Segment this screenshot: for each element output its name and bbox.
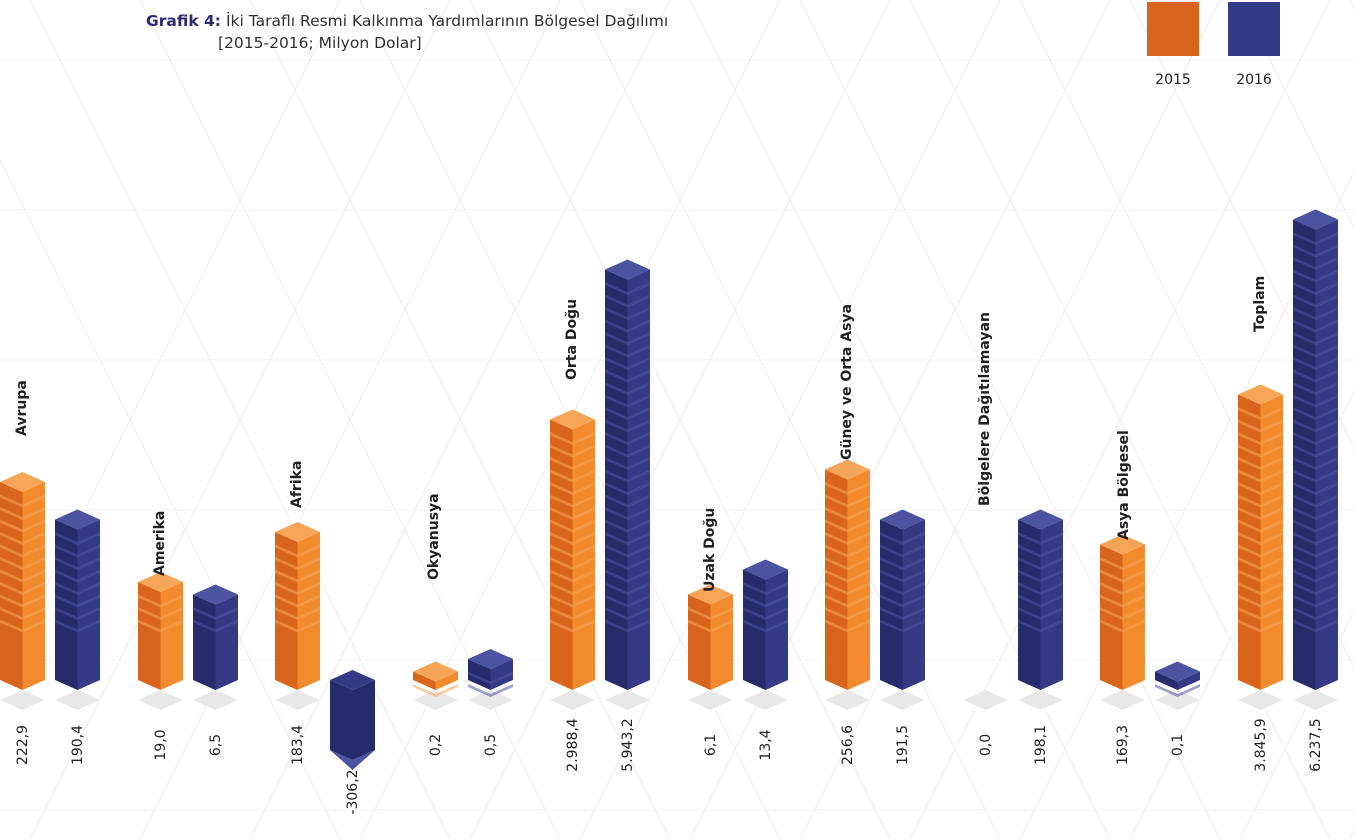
legend-item-2016: 2016	[1228, 2, 1280, 88]
bar-shadow	[605, 690, 650, 710]
chart-title: Grafik 4: İki Taraflı Resmi Kalkınma Yar…	[146, 10, 668, 54]
bar-shadow	[1293, 690, 1338, 710]
bar-2015-8	[1100, 534, 1145, 710]
chart-title-main: İki Taraflı Resmi Kalkınma Yardımlarının…	[225, 12, 669, 30]
value-label: 6,1	[703, 734, 719, 756]
value-label: 256,6	[840, 725, 856, 765]
bar-shadow	[1155, 690, 1200, 710]
bar-shadow	[1100, 690, 1145, 710]
bar-2016-8	[1155, 661, 1200, 710]
bar-2015-2	[275, 522, 320, 710]
bar-shadow	[55, 690, 100, 710]
bar-2015-7	[963, 690, 1008, 710]
bar-shadow	[825, 690, 870, 710]
bar-shadow	[0, 690, 45, 710]
value-label: 183,4	[290, 725, 306, 765]
bar-2016-3	[468, 649, 513, 710]
bar-2015-1	[138, 572, 183, 710]
bar-shadow	[743, 690, 788, 710]
value-label: 2.988,4	[565, 718, 581, 772]
value-label: 198,1	[1033, 725, 1049, 765]
legend-swatch-2015	[1147, 2, 1199, 56]
bar-shadow	[688, 690, 733, 710]
category-label: Orta Doğu	[564, 299, 580, 380]
bar-shadow	[1238, 690, 1283, 710]
bar-2016-9	[1293, 209, 1338, 710]
value-label: 5.943,2	[620, 718, 636, 771]
bar-shadow	[193, 690, 238, 710]
value-label: 169,3	[1115, 725, 1131, 765]
bar-shadow	[1018, 690, 1063, 710]
bar-shadow	[468, 690, 513, 710]
category-label: Asya Bölgesel	[1116, 430, 1132, 540]
category-label: Okyanusya	[426, 493, 442, 580]
chart-title-prefix: Grafik 4:	[146, 12, 222, 30]
bar-shadow	[275, 690, 320, 710]
legend-label-2015: 2015	[1155, 72, 1191, 88]
value-label: 0,0	[978, 734, 994, 756]
category-label: Afrika	[289, 461, 305, 508]
category-label: Uzak Doğu	[702, 508, 718, 592]
value-label: 13,4	[758, 729, 774, 760]
category-label: Bölgelere Dağıtılamayan	[977, 312, 993, 506]
bar-shadow	[413, 690, 458, 710]
bar-shadow	[963, 690, 1008, 710]
category-label: Amerika	[152, 511, 168, 576]
bar-2016-0	[55, 509, 100, 710]
bar-2016-6	[880, 509, 925, 710]
value-label: 19,0	[153, 729, 169, 760]
category-label: Toplam	[1252, 276, 1268, 332]
bar-2016-2	[330, 670, 375, 770]
bar-shadow	[880, 690, 925, 710]
value-label: 6.237,5	[1308, 718, 1324, 771]
bar-2016-7	[1018, 509, 1063, 710]
legend-label-2016: 2016	[1236, 72, 1272, 88]
value-label: -306,2	[345, 769, 361, 814]
value-label: 222,9	[15, 725, 31, 765]
legend-swatch-2016	[1228, 2, 1280, 56]
chart-subtitle: [2015-2016; Milyon Dolar]	[218, 34, 422, 52]
value-label: 6,5	[208, 734, 224, 756]
category-label: Avrupa	[14, 380, 30, 436]
category-label: Güney ve Orta Asya	[839, 304, 855, 460]
bar-2016-5	[743, 559, 788, 710]
bar-2015-3	[413, 661, 458, 710]
bar-2015-6	[825, 459, 870, 710]
value-label: 191,5	[895, 725, 911, 765]
bar-2016-4	[605, 259, 650, 710]
value-label: 0,2	[428, 734, 444, 756]
bar-2015-0	[0, 472, 45, 710]
bar-2015-4	[550, 409, 595, 710]
value-label: 0,5	[483, 734, 499, 756]
bar-shadow	[138, 690, 183, 710]
bar-2016-1	[193, 584, 238, 710]
bar-shadow	[550, 690, 595, 710]
bar-2015-5	[688, 584, 733, 710]
value-label: 190,4	[70, 725, 86, 765]
value-label: 3.845,9	[1253, 718, 1269, 771]
legend-item-2015: 2015	[1147, 2, 1199, 88]
bar-2015-9	[1238, 384, 1283, 710]
value-label: 0,1	[1170, 734, 1186, 756]
